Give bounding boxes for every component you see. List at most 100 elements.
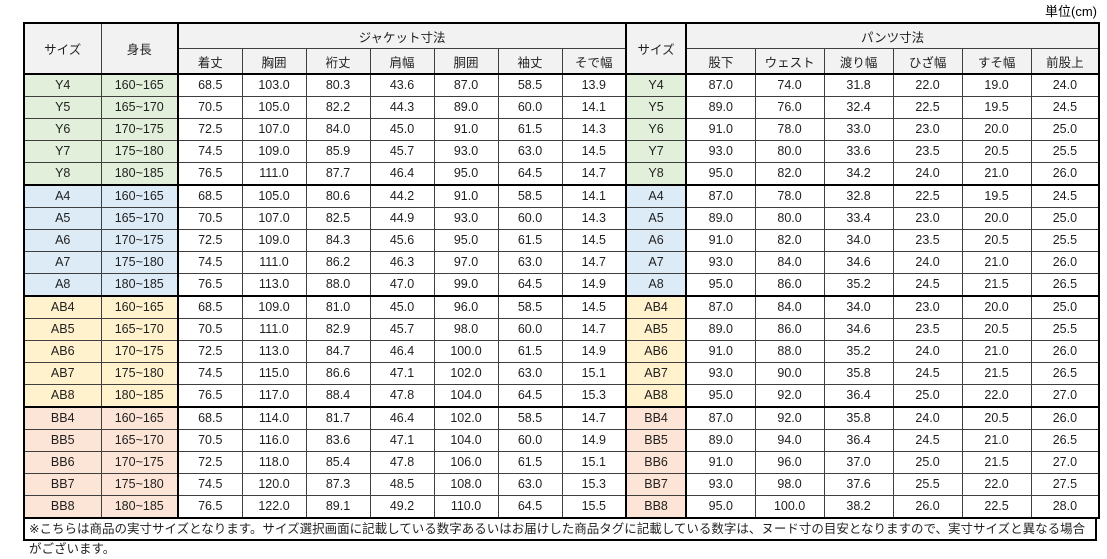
size-cell-right: BB5 [625, 429, 688, 452]
jacket-value-cell: 72.5 [177, 229, 243, 252]
size-cell: BB8 [23, 495, 102, 519]
table-row: Y6 170~175 72.5 107.0 84.0 45.0 91.0 61.5 14.3 Y6… [23, 118, 1100, 141]
pants-value-cell: 20.0 [961, 295, 1032, 319]
jacket-value-cell: 110.0 [433, 495, 499, 519]
pants-value-cell: 100.0 [754, 495, 825, 519]
jacket-value-cell: 74.5 [177, 140, 243, 163]
jacket-col-header: そで幅 [561, 48, 628, 75]
pants-value-cell: 35.2 [823, 273, 894, 297]
jacket-value-cell: 83.6 [305, 429, 371, 452]
size-cell-right: BB7 [625, 473, 688, 496]
height-cell: 175~180 [100, 362, 179, 385]
size-cell-right: Y8 [625, 162, 688, 186]
size-cell: Y7 [23, 140, 102, 163]
jacket-value-cell: 76.5 [177, 162, 243, 186]
pants-value-cell: 89.0 [685, 318, 756, 341]
jacket-col-header: 肩幅 [369, 48, 435, 75]
table-row: A7 175~180 74.5 111.0 86.2 46.3 97.0 63.0 14.7 A7… [23, 251, 1100, 274]
pants-col-header: 渡り幅 [823, 48, 894, 75]
jacket-value-cell: 98.0 [433, 318, 499, 341]
jacket-value-cell: 14.9 [561, 340, 627, 363]
jacket-value-cell: 117.0 [241, 384, 307, 408]
jacket-value-cell: 80.6 [305, 184, 371, 208]
size-column-header-right: サイズ [625, 22, 688, 75]
size-cell: BB4 [23, 406, 102, 430]
jacket-value-cell: 89.0 [433, 96, 499, 119]
jacket-value-cell: 91.0 [433, 184, 499, 208]
jacket-value-cell: 61.5 [497, 340, 563, 363]
pants-value-cell: 34.0 [823, 229, 894, 252]
size-cell: BB5 [23, 429, 102, 452]
jacket-value-cell: 95.0 [433, 229, 499, 252]
size-cell-right: BB4 [625, 406, 688, 430]
pants-value-cell: 23.0 [892, 207, 963, 230]
height-cell: 170~175 [100, 451, 179, 474]
pants-value-cell: 87.0 [685, 295, 756, 319]
jacket-value-cell: 93.0 [433, 140, 499, 163]
jacket-value-cell: 118.0 [241, 451, 307, 474]
pants-value-cell: 24.5 [1030, 96, 1100, 119]
jacket-value-cell: 86.2 [305, 251, 371, 274]
pants-value-cell: 95.0 [685, 162, 756, 186]
size-cell: AB4 [23, 295, 102, 319]
jacket-value-cell: 60.0 [497, 96, 563, 119]
pants-value-cell: 22.0 [961, 473, 1032, 496]
jacket-value-cell: 45.6 [369, 229, 435, 252]
pants-value-cell: 78.0 [754, 184, 825, 208]
pants-value-cell: 24.5 [892, 362, 963, 385]
jacket-value-cell: 15.1 [561, 362, 627, 385]
jacket-value-cell: 63.0 [497, 251, 563, 274]
height-cell: 160~165 [100, 406, 179, 430]
jacket-value-cell: 111.0 [241, 162, 307, 186]
pants-value-cell: 27.0 [1030, 451, 1100, 474]
jacket-value-cell: 76.5 [177, 273, 243, 297]
jacket-value-cell: 72.5 [177, 340, 243, 363]
table-row: BB5 165~170 70.5 116.0 83.6 47.1 104.0 60.0 14.9… [23, 429, 1100, 452]
jacket-value-cell: 64.5 [497, 273, 563, 297]
jacket-value-cell: 44.2 [369, 184, 435, 208]
jacket-value-cell: 91.0 [433, 118, 499, 141]
jacket-value-cell: 87.3 [305, 473, 371, 496]
pants-value-cell: 82.0 [754, 229, 825, 252]
height-cell: 165~170 [100, 318, 179, 341]
pants-value-cell: 23.0 [892, 295, 963, 319]
size-cell: Y6 [23, 118, 102, 141]
pants-value-cell: 24.0 [892, 251, 963, 274]
pants-value-cell: 22.5 [961, 495, 1032, 519]
pants-value-cell: 87.0 [685, 184, 756, 208]
pants-col-header: 前股上 [1030, 48, 1100, 75]
pants-value-cell: 96.0 [754, 451, 825, 474]
jacket-value-cell: 45.7 [369, 318, 435, 341]
size-cell: BB6 [23, 451, 102, 474]
size-cell: Y8 [23, 162, 102, 186]
jacket-value-cell: 60.0 [497, 207, 563, 230]
size-cell: A8 [23, 273, 102, 297]
pants-value-cell: 25.0 [1030, 207, 1100, 230]
jacket-value-cell: 111.0 [241, 251, 307, 274]
jacket-value-cell: 82.2 [305, 96, 371, 119]
size-cell-right: Y4 [625, 73, 688, 97]
pants-value-cell: 82.0 [754, 162, 825, 186]
jacket-value-cell: 103.0 [241, 73, 307, 97]
table-row: BB4 160~165 68.5 114.0 81.7 46.4 102.0 58.5 14.7… [23, 406, 1100, 430]
pants-value-cell: 24.5 [892, 429, 963, 452]
jacket-value-cell: 61.5 [497, 451, 563, 474]
jacket-value-cell: 47.8 [369, 384, 435, 408]
pants-value-cell: 24.0 [1030, 73, 1100, 97]
size-cell-right: Y7 [625, 140, 688, 163]
size-cell: A6 [23, 229, 102, 252]
pants-value-cell: 19.0 [961, 73, 1032, 97]
jacket-value-cell: 14.1 [561, 96, 627, 119]
jacket-value-cell: 14.7 [561, 318, 627, 341]
jacket-value-cell: 86.6 [305, 362, 371, 385]
height-cell: 175~180 [100, 251, 179, 274]
jacket-value-cell: 14.5 [561, 229, 627, 252]
jacket-value-cell: 96.0 [433, 295, 499, 319]
jacket-value-cell: 14.3 [561, 207, 627, 230]
pants-value-cell: 32.4 [823, 96, 894, 119]
pants-value-cell: 86.0 [754, 273, 825, 297]
pants-value-cell: 34.6 [823, 251, 894, 274]
pants-value-cell: 25.5 [1030, 229, 1100, 252]
jacket-value-cell: 58.5 [497, 184, 563, 208]
